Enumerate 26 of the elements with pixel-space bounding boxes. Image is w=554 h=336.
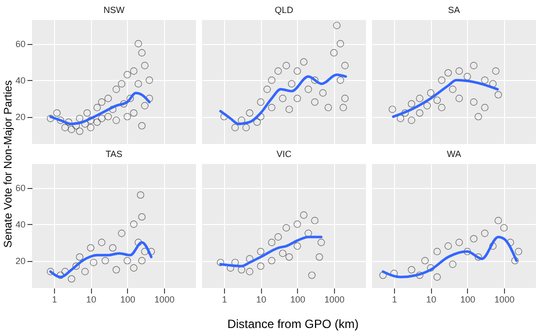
x-tick-label: 1	[222, 294, 228, 304]
y-axis-title: Senate Vote for Non-Major Parties	[2, 80, 14, 248]
chart-title: WA	[446, 149, 462, 159]
y-tick-label: 20	[15, 256, 26, 266]
x-tick-label: 100	[290, 294, 306, 304]
x-tick-label: 10	[426, 294, 436, 304]
chart-title: VIC	[276, 149, 292, 159]
y-tick-label: 60	[15, 39, 26, 50]
chart-title: QLD	[274, 5, 294, 15]
chart-title: TAS	[106, 149, 122, 159]
x-tick-label: 10	[256, 294, 266, 304]
y-tick-label: 20	[15, 112, 26, 122]
x-tick-label: 100	[460, 294, 476, 304]
x-tick-label: 100	[120, 294, 136, 304]
x-tick-label: 1	[392, 294, 398, 304]
x-tick-label: 1000	[324, 294, 344, 304]
x-axis-title: Distance from GPO (km)	[227, 317, 359, 331]
y-tick-label: 40	[15, 76, 26, 86]
y-tick-label: 60	[15, 183, 26, 194]
chart-title: SA	[448, 5, 460, 15]
chart-title: NSW	[104, 5, 125, 15]
x-tick-label: 1	[52, 294, 58, 304]
y-tick-label: 40	[15, 220, 26, 230]
x-tick-label: 10	[86, 294, 96, 304]
x-tick-label: 1000	[154, 294, 174, 304]
x-tick-label: 1000	[494, 294, 514, 304]
